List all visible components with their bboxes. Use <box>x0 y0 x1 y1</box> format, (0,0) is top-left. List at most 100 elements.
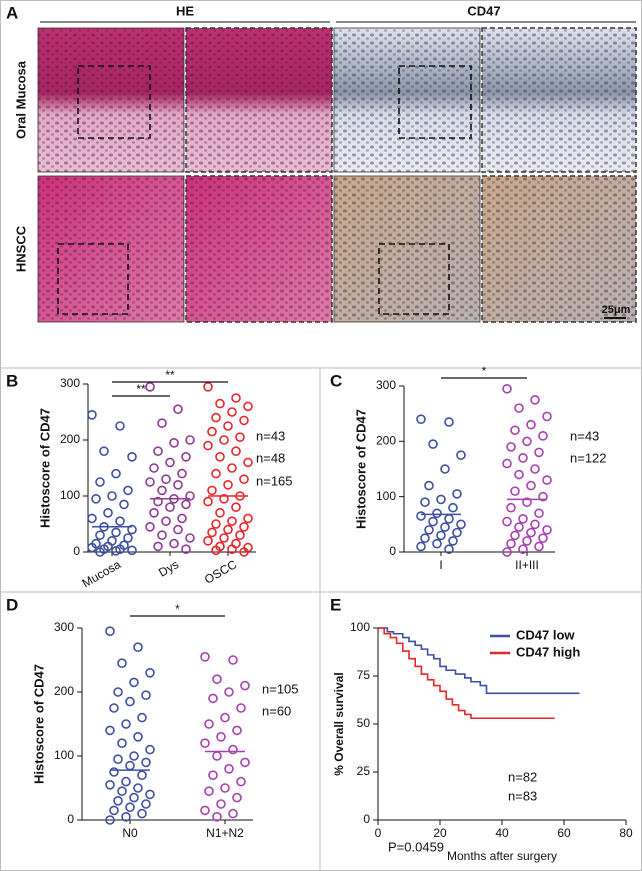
data-point <box>103 507 113 518</box>
data-point <box>211 519 221 529</box>
count-label: n=165 <box>256 473 293 488</box>
legend-label: CD47 high <box>516 644 580 659</box>
data-point <box>424 480 434 491</box>
data-point <box>227 407 237 417</box>
y-tick-label: 0 <box>67 812 74 826</box>
data-point <box>436 530 446 541</box>
zoom-box <box>398 65 472 139</box>
data-point <box>424 525 434 535</box>
x-tick-label: I <box>439 558 442 572</box>
data-point <box>522 497 532 508</box>
data-point <box>416 541 426 552</box>
nuclei-texture <box>482 176 636 322</box>
data-point <box>228 744 238 755</box>
data-point <box>145 789 155 800</box>
data-point <box>169 437 179 448</box>
data-point <box>420 533 430 543</box>
data-point <box>95 477 105 487</box>
data-point <box>121 719 131 729</box>
data-point <box>542 525 552 535</box>
count-label: n=43 <box>570 428 599 443</box>
data-point <box>452 527 462 538</box>
data-point <box>203 496 213 507</box>
x-axis-title: Months after surgery <box>447 849 557 863</box>
data-point <box>530 519 540 530</box>
data-point <box>109 703 119 713</box>
data-point <box>514 403 524 413</box>
data-point <box>219 533 229 543</box>
nuclei-texture <box>186 28 332 172</box>
data-point <box>526 480 536 491</box>
data-point <box>123 533 133 543</box>
data-point <box>149 507 159 518</box>
data-point <box>107 491 117 501</box>
data-point <box>137 770 147 781</box>
data-point <box>506 538 516 549</box>
data-point <box>109 805 119 816</box>
nuclei-texture <box>334 28 480 172</box>
x-tick-label: 80 <box>619 826 633 840</box>
data-point <box>141 799 151 809</box>
data-point <box>95 547 105 557</box>
y-tick-label: 25 <box>357 764 371 778</box>
data-point <box>530 395 540 405</box>
data-point <box>436 494 446 505</box>
data-point <box>231 393 241 403</box>
data-point <box>200 651 210 662</box>
data-point <box>105 626 115 637</box>
data-point <box>232 792 242 803</box>
data-point <box>181 451 191 462</box>
data-point <box>207 527 217 538</box>
data-point <box>137 712 147 723</box>
data-point <box>526 419 536 430</box>
data-point <box>224 763 234 774</box>
data-point <box>239 521 249 532</box>
nuclei-texture <box>38 176 184 322</box>
data-point <box>228 655 238 665</box>
count-label: n=83 <box>508 788 537 803</box>
data-point <box>165 502 175 513</box>
data-point <box>534 508 544 519</box>
zoom-box <box>57 243 129 315</box>
data-point <box>231 502 241 513</box>
data-point <box>440 464 450 474</box>
data-point <box>153 496 163 507</box>
x-tick-label: 60 <box>557 826 571 840</box>
y-tick-label: 50 <box>357 716 371 730</box>
panel-label: E <box>330 595 341 614</box>
data-point <box>243 513 253 524</box>
data-point <box>105 725 115 736</box>
data-point <box>448 536 458 546</box>
data-point <box>177 468 187 479</box>
data-point <box>133 731 143 742</box>
data-point <box>121 811 131 822</box>
data-point <box>416 414 426 425</box>
data-point <box>111 546 121 556</box>
data-point <box>432 538 442 549</box>
data-point <box>145 521 155 532</box>
data-point <box>113 754 123 765</box>
data-point <box>530 464 540 474</box>
data-point <box>111 527 121 538</box>
data-point <box>204 719 214 729</box>
data-point <box>149 463 159 473</box>
data-point <box>239 547 249 557</box>
y-tick-label: 100 <box>350 620 370 634</box>
count-label: n=105 <box>262 681 299 696</box>
data-point <box>137 808 147 819</box>
data-point <box>185 435 195 445</box>
data-point <box>208 693 218 704</box>
row-label: Oral Mucosa <box>13 60 28 139</box>
data-point <box>538 491 548 502</box>
data-point <box>208 770 218 781</box>
data-point <box>129 751 139 761</box>
data-point <box>228 808 238 819</box>
x-tick-label: 0 <box>375 826 382 840</box>
data-point <box>240 757 250 768</box>
data-point <box>123 485 133 496</box>
data-point <box>157 418 167 429</box>
significance-label: * <box>482 364 487 378</box>
data-point <box>502 547 512 557</box>
y-tick-label: 200 <box>54 684 74 698</box>
